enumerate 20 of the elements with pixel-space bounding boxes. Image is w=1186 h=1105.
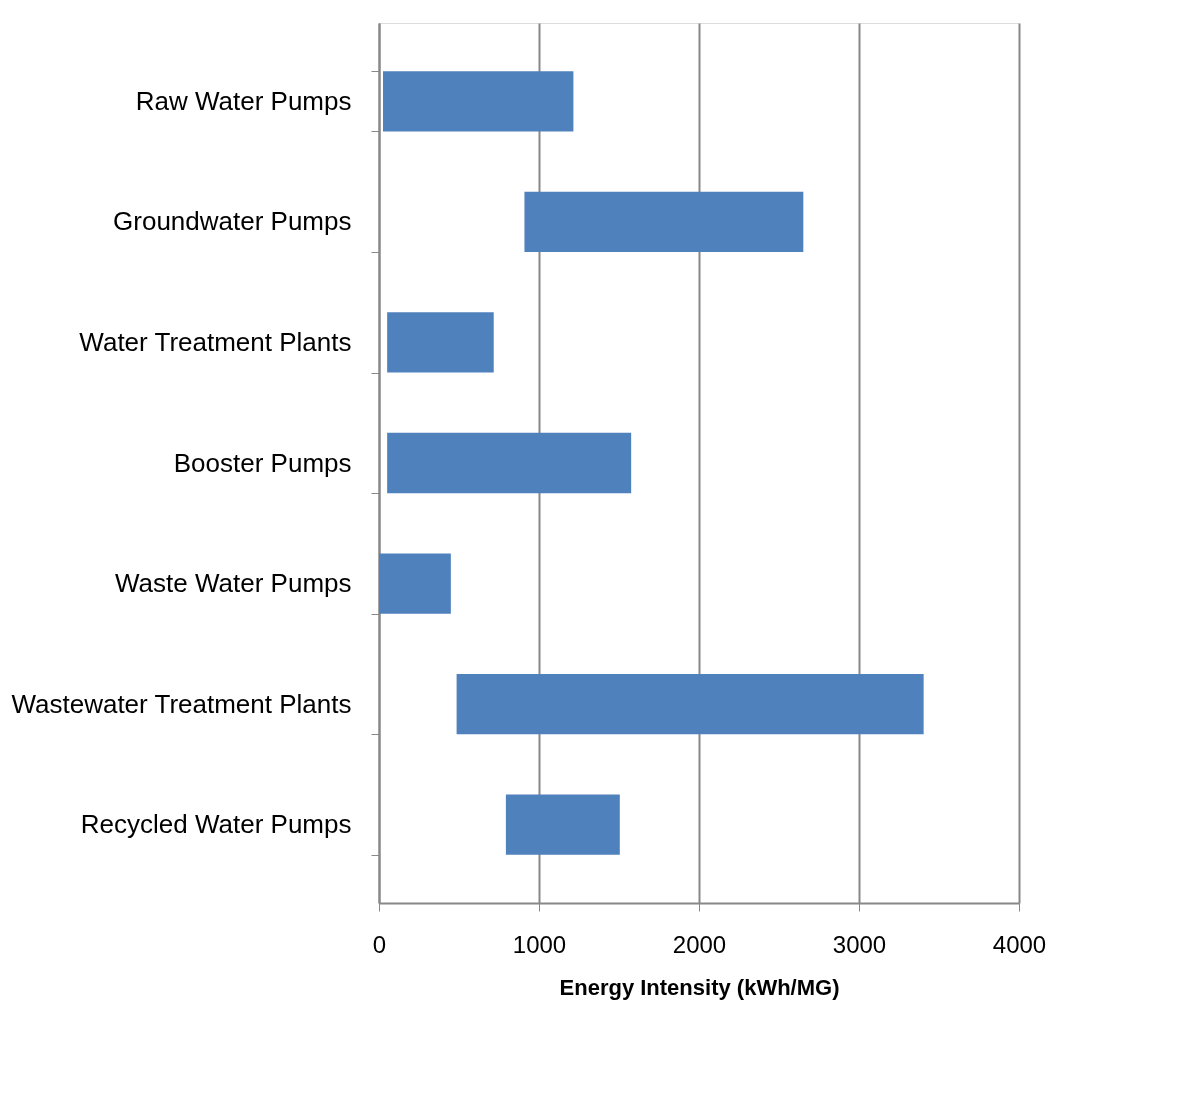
y-tick-label: Waste Water Pumps [115, 568, 352, 599]
x-tick-label: 2000 [672, 930, 727, 958]
y-tick-label: Groundwater Pumps [113, 206, 352, 237]
y-tick-label: Water Treatment Plants [79, 326, 352, 357]
bar [387, 312, 494, 373]
bar [456, 673, 924, 735]
x-tick-label: 4000 [992, 930, 1047, 958]
bar [387, 432, 632, 494]
x-tick-label: 1000 [512, 930, 567, 958]
bar [505, 794, 620, 855]
y-tick-label: Booster Pumps [173, 447, 352, 478]
y-tick-label: Recycled Water Pumps [80, 809, 352, 840]
bar [524, 191, 804, 253]
y-tick-label: Wastewater Treatment Plants [11, 688, 352, 719]
y-tick-label: Raw Water Pumps [135, 85, 352, 116]
x-axis-title: Energy Intensity (kWh/MG) [559, 974, 840, 1000]
x-tick-label: 0 [372, 930, 387, 958]
bar [379, 553, 451, 614]
x-tick-label: 3000 [832, 930, 887, 958]
bar [383, 71, 574, 132]
